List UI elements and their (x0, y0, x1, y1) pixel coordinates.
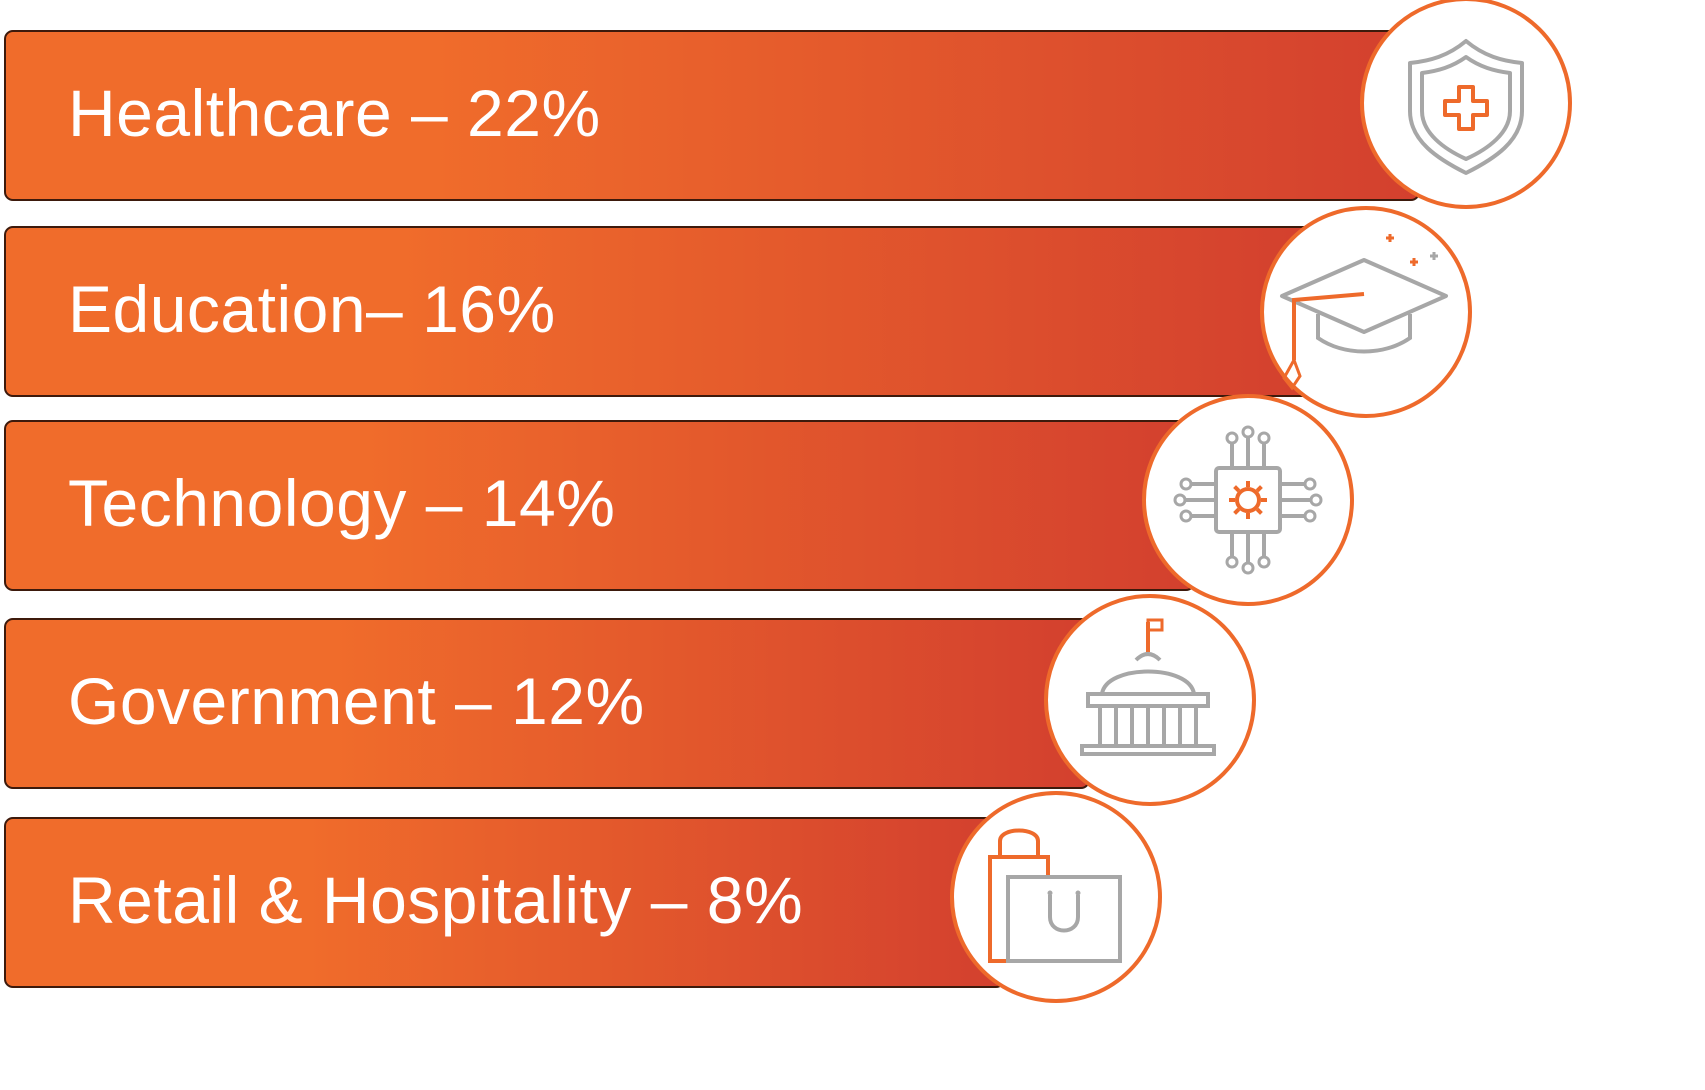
bar-healthcare (4, 30, 1420, 201)
bar-label: Government – 12% (68, 664, 645, 738)
badge-shopping-bag (950, 791, 1162, 1003)
circuit-chip-icon (1173, 425, 1323, 575)
shopping-bag-icon (988, 828, 1122, 963)
bar-technology (4, 420, 1195, 591)
badge-graduation-cap (1260, 206, 1472, 418)
bar-education (4, 226, 1315, 397)
bar-label: Retail & Hospitality – 8% (68, 863, 804, 937)
graduation-cap-icon (1280, 234, 1448, 391)
bar-government (4, 618, 1090, 789)
badge-shield-plus (1360, 0, 1572, 209)
bar-label: Education– 16% (68, 272, 556, 346)
badge-circuit-chip (1142, 394, 1354, 606)
bar-label: Healthcare – 22% (68, 76, 601, 150)
bar-label: Technology – 14% (68, 466, 616, 540)
shield-plus-icon (1408, 39, 1524, 175)
capitol-building-icon (1080, 618, 1216, 756)
badge-capitol-building (1044, 594, 1256, 806)
